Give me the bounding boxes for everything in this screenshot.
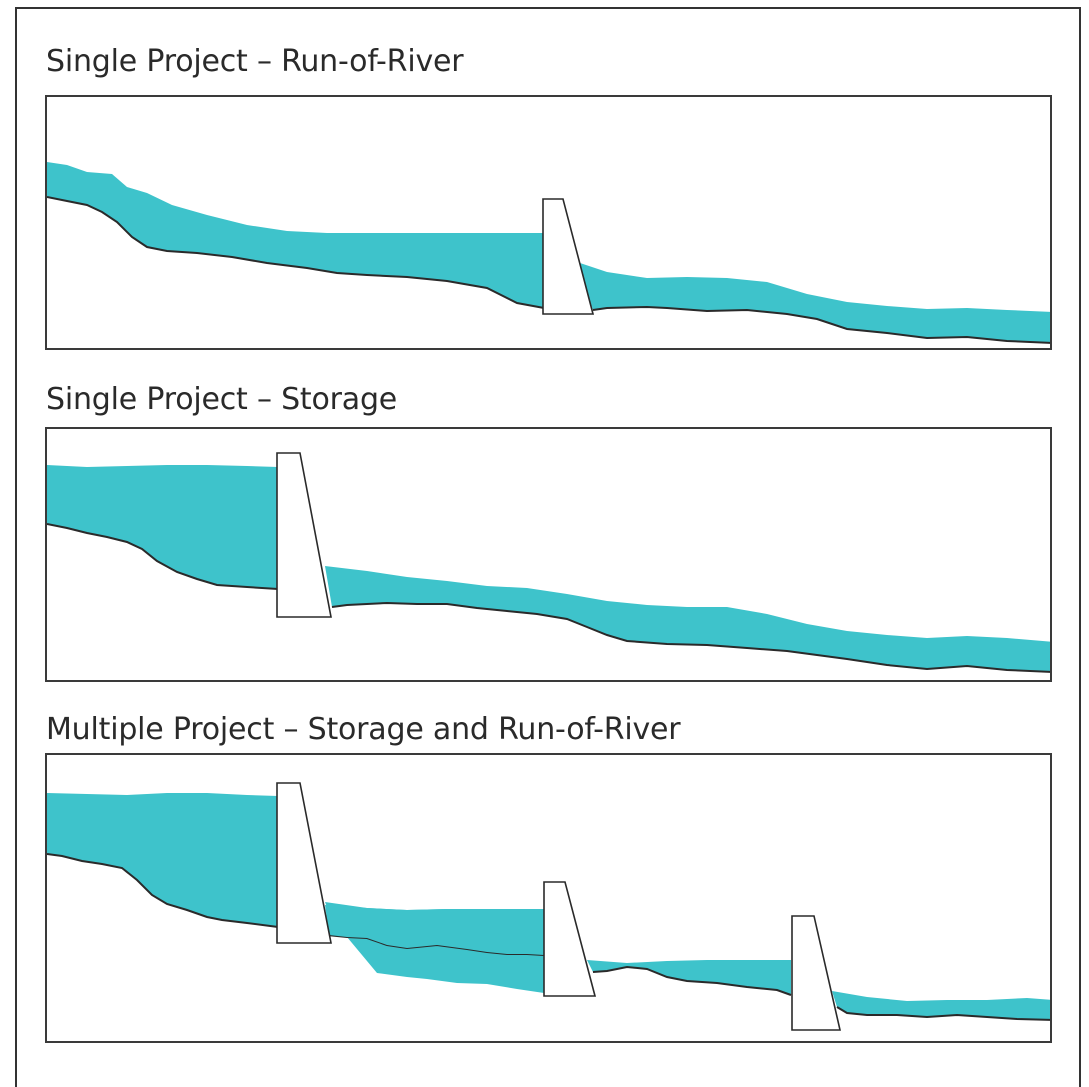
riverbed-line — [331, 601, 1050, 673]
riverbed-line — [47, 853, 279, 928]
river-water — [587, 960, 791, 995]
panel-title-multiple-project: Multiple Project – Storage and Run-of-Ri… — [46, 712, 681, 747]
figure-frame — [15, 7, 1081, 1087]
dam — [791, 915, 842, 1031]
storage-diagram — [47, 452, 1050, 673]
panel-storage — [45, 427, 1052, 682]
riverbed-line — [592, 965, 792, 996]
river-water — [325, 905, 544, 955]
river-water — [832, 991, 1050, 1020]
dam — [276, 452, 332, 618]
river-water — [47, 162, 544, 308]
river-water — [577, 262, 1050, 343]
panel-multiple-project — [45, 753, 1052, 1043]
dam — [276, 782, 332, 944]
river-water — [325, 566, 1050, 672]
riverbed-line — [836, 1006, 1050, 1021]
riverbed-line — [47, 196, 545, 309]
dam — [542, 198, 595, 315]
run-of-river-diagram — [47, 162, 1050, 344]
multiple-project-diagram — [47, 782, 1050, 1031]
riverbed-line — [47, 523, 279, 590]
dam — [543, 881, 597, 997]
panel-run-of-river — [45, 95, 1052, 350]
reservoir-water — [47, 465, 278, 589]
reservoir-water — [47, 793, 278, 927]
panel-title-storage: Single Project – Storage — [46, 382, 398, 417]
panel-title-run-of-river: Single Project – Run-of-River — [46, 44, 464, 79]
riverbed-line — [592, 305, 1050, 344]
